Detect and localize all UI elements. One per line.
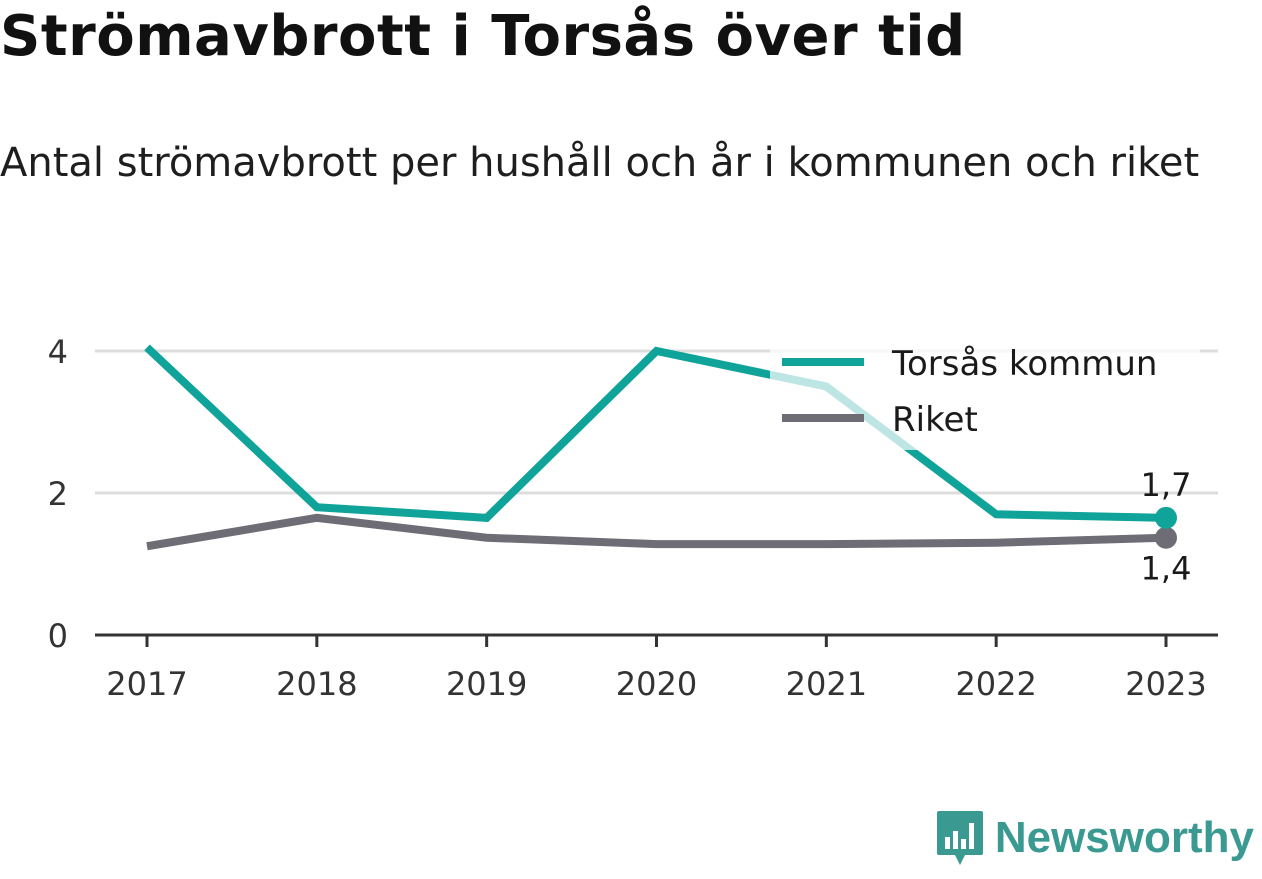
x-tick-label: 2021 xyxy=(786,665,867,703)
legend: Torsås kommun Riket xyxy=(770,325,1200,450)
x-tick-label: 2019 xyxy=(446,665,527,703)
y-tick-label: 0 xyxy=(48,617,68,655)
end-labels: 1,7 1,4 xyxy=(1141,466,1192,588)
x-tick-label: 2023 xyxy=(1125,665,1206,703)
end-label-torsas: 1,7 xyxy=(1141,466,1192,504)
chart-subtitle: Antal strömavbrott per hushåll och år i … xyxy=(0,140,1200,186)
y-tick-label: 4 xyxy=(48,333,68,371)
legend-background xyxy=(770,325,1200,450)
x-tick-label: 2018 xyxy=(276,665,357,703)
legend-label-torsas: Torsås kommun xyxy=(891,344,1157,384)
x-tick-label: 2020 xyxy=(616,665,697,703)
series-line-riket xyxy=(146,513,1167,551)
series-layer xyxy=(144,344,1177,551)
newsworthy-logo-icon xyxy=(936,811,983,865)
newsworthy-brand: Newsworthy xyxy=(935,809,1254,867)
y-tick-label: 2 xyxy=(48,475,68,513)
y-axis-ticks: 0 2 4 xyxy=(48,333,68,655)
x-tick-label: 2017 xyxy=(106,665,187,703)
x-tick-label: 2022 xyxy=(955,665,1036,703)
end-label-riket: 1,4 xyxy=(1141,550,1192,588)
series-end-marker-riket xyxy=(1155,526,1177,549)
chart-title: Strömavbrott i Torsås över tid xyxy=(0,4,966,69)
x-axis-ticks: 2017 2018 2019 2020 2021 2022 2023 xyxy=(106,635,1207,703)
brand-name: Newsworthy xyxy=(994,813,1254,862)
series-line-torsas xyxy=(144,344,1167,522)
series-end-marker-torsas xyxy=(1155,506,1177,529)
legend-label-riket: Riket xyxy=(892,400,978,440)
